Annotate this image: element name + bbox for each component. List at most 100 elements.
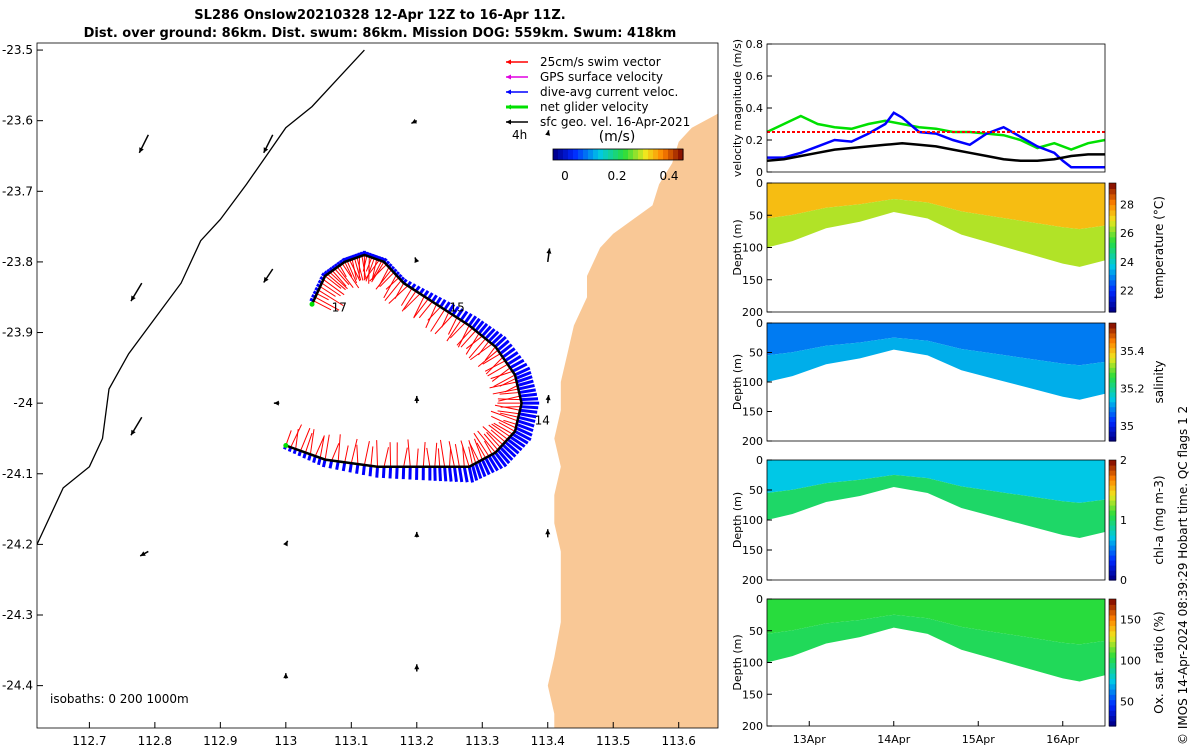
swim-vector <box>446 319 462 342</box>
current-vector <box>328 460 334 469</box>
current-vector <box>452 466 458 482</box>
velocity-y-tick-label: 0.6 <box>746 70 764 83</box>
current-vector <box>388 466 393 479</box>
swim-vector <box>416 448 419 467</box>
swim-vector <box>349 259 361 282</box>
section-colorbar-segment <box>1109 242 1116 249</box>
swim-vector <box>379 272 395 287</box>
map-frame <box>36 42 719 729</box>
current-vector <box>511 432 529 445</box>
section-colorbar-segment <box>1109 386 1116 393</box>
current-vector <box>490 453 504 470</box>
swim-vector <box>491 367 511 382</box>
swim-vector <box>318 289 344 307</box>
section-colorbar-segment <box>1109 193 1116 200</box>
swim-vector <box>384 280 402 301</box>
swim-vector <box>497 410 520 415</box>
section-colorbar-tick-label: 0 <box>1120 574 1127 587</box>
current-vector <box>480 459 491 476</box>
section-colorbar-tick-label: 35.4 <box>1120 345 1145 358</box>
section-colorbar-segment <box>1109 560 1116 566</box>
section-colorbar-segment <box>1109 515 1116 521</box>
current-vector <box>457 466 464 483</box>
section-colorbar-segment <box>1109 465 1116 471</box>
velocity-y-tick-label: 0 <box>756 166 763 179</box>
section-colorbar-segment <box>1109 372 1116 378</box>
current-vector <box>509 435 526 448</box>
map-x-tick-label: 113.3 <box>465 734 499 748</box>
swim-vector <box>290 424 302 448</box>
legend-label: 25cm/s swim vector <box>540 55 661 69</box>
section-y-tick-label: 150 <box>742 544 763 557</box>
current-vector <box>459 310 469 322</box>
swim-vector <box>394 282 405 299</box>
map-y-tick-label: -24.4 <box>2 679 33 693</box>
section-colorbar-segment <box>1109 490 1116 496</box>
colorbar-segment <box>628 149 634 160</box>
current-vector <box>438 466 442 482</box>
geo-velocity-vector <box>130 282 143 302</box>
swim-vector <box>400 288 413 306</box>
colorbar-segment <box>618 149 624 160</box>
current-vector <box>501 443 517 458</box>
section-colorbar-segment <box>1109 357 1116 363</box>
swim-vector <box>484 440 493 455</box>
current-vector <box>518 412 537 419</box>
current-vector <box>474 320 485 332</box>
swim-vector <box>383 447 389 467</box>
geo-velocity-vector <box>414 257 420 263</box>
legend-label: sfc geo. vel. 16-Apr-2021 <box>540 115 690 129</box>
section-colorbar-segment <box>1109 406 1116 413</box>
swim-vector <box>449 322 466 339</box>
current-vector <box>499 343 513 355</box>
section-colorbar-segment <box>1109 274 1116 281</box>
glider-track <box>285 253 523 468</box>
current-vector <box>517 379 534 387</box>
swim-vector <box>493 374 516 387</box>
swim-vector <box>356 257 364 281</box>
swim-vector <box>449 448 452 467</box>
section-colorbar-tick-label: 100 <box>1120 654 1141 667</box>
current-vector <box>520 405 539 410</box>
swim-vector <box>314 435 325 457</box>
swim-vector <box>313 300 332 311</box>
section-y-tick-label: 200 <box>742 574 763 587</box>
section-y-axis-label: Depth (m) <box>731 219 744 275</box>
section-colorbar-tick-label: 22 <box>1120 285 1134 298</box>
section-colorbar-segment <box>1109 436 1116 442</box>
section-colorbar-segment <box>1109 301 1116 308</box>
section-colorbar-segment <box>1109 263 1116 270</box>
swim-vector <box>309 429 315 455</box>
map-x-tick-label: 113.5 <box>596 734 630 748</box>
section-colorbar-segment <box>1109 295 1116 302</box>
swim-vector <box>319 435 325 458</box>
section-colorbar-segment <box>1109 209 1116 216</box>
section-y-tick-label: 50 <box>749 484 763 497</box>
swim-vector <box>465 335 483 350</box>
current-vector <box>361 464 366 476</box>
map-x-tick-label: 112.9 <box>203 734 237 748</box>
swim-vector <box>499 377 517 387</box>
swim-vector <box>468 338 486 359</box>
current-vector <box>506 438 523 452</box>
section-colorbar-segment <box>1109 641 1116 648</box>
swim-vector <box>478 341 490 356</box>
section-colorbar-frame <box>1108 322 1117 442</box>
section-colorbar-tick-label: 50 <box>1120 695 1134 708</box>
section-colorbar-segment <box>1109 391 1116 398</box>
swim-vector <box>389 442 392 467</box>
section-colorbar-segment <box>1109 485 1116 491</box>
section-colorbar-segment <box>1109 460 1116 466</box>
section-colorbar-segment <box>1109 565 1116 571</box>
section-colorbar-segment <box>1109 609 1116 616</box>
colorbar-title: (m/s) <box>599 129 636 145</box>
map-y-tick-label: -23.5 <box>2 43 33 57</box>
section-colorbar-frame <box>1108 598 1117 727</box>
section-colorbar-segment <box>1109 382 1116 388</box>
section-colorbar-segment <box>1109 279 1116 286</box>
swim-vector <box>346 260 358 284</box>
swim-vector <box>365 258 375 282</box>
swim-vector <box>498 422 516 432</box>
geo-velocity-vector <box>545 130 551 136</box>
section-colorbar-segment <box>1109 258 1116 265</box>
